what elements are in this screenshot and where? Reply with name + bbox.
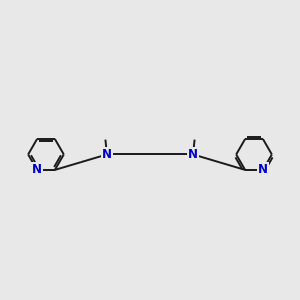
Text: N: N bbox=[258, 164, 268, 176]
Text: N: N bbox=[102, 148, 112, 161]
Text: N: N bbox=[188, 148, 198, 161]
Text: N: N bbox=[32, 164, 42, 176]
